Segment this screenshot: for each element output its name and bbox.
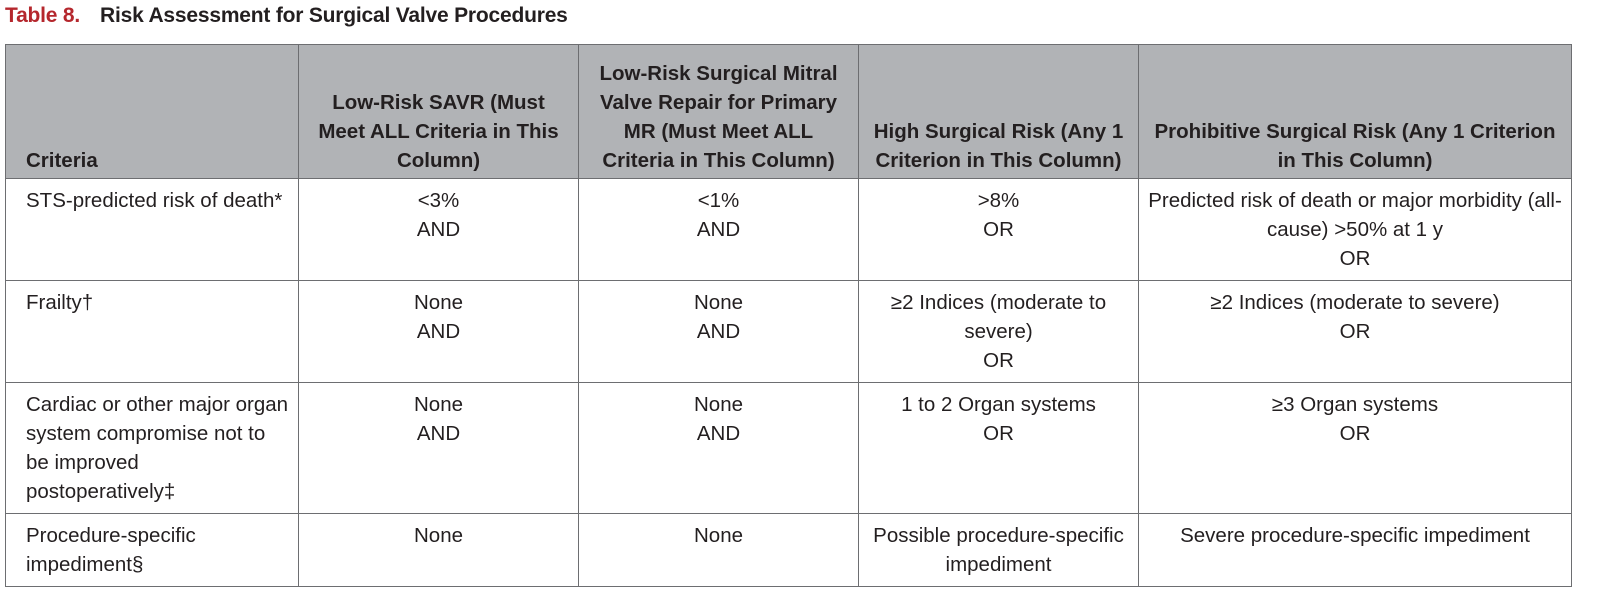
criteria-cell: STS-predicted risk of death* <box>5 178 299 281</box>
high-risk-cell: ≥2 Indices (moderate to severe) OR <box>858 280 1139 383</box>
high-risk-cell: Possible procedure-specific impediment <box>858 513 1139 587</box>
cell-value: ≥3 Organ systems <box>1271 393 1439 416</box>
cell-value: None <box>693 291 743 314</box>
cell-value: ≥2 Indices (moderate to severe) <box>1210 291 1500 314</box>
cell-value: <1% <box>697 189 740 212</box>
high-risk-cell: >8% OR <box>858 178 1139 281</box>
cell-connector: AND <box>416 422 461 445</box>
low-risk-mitral-cell: None AND <box>578 280 859 383</box>
cell-connector: AND <box>416 218 461 241</box>
prohibitive-risk-cell: ≥3 Organ systems OR <box>1138 382 1572 514</box>
cell-value: None <box>693 524 743 547</box>
cell-connector: OR <box>1339 320 1371 343</box>
prohibitive-risk-cell: Severe procedure-specific impediment <box>1138 513 1572 587</box>
low-risk-mitral-cell: <1% AND <box>578 178 859 281</box>
cell-connector: AND <box>696 218 741 241</box>
header-high-surgical-risk: High Surgical Risk (Any 1 Criterion in T… <box>858 44 1139 179</box>
table-caption: Table 8. Risk Assessment for Surgical Val… <box>5 4 568 28</box>
low-risk-savr-cell: None <box>298 513 579 587</box>
header-low-risk-mitral-repair: Low-Risk Surgical Mitral Valve Repair fo… <box>578 44 859 179</box>
cell-value: Predicted risk of death or major morbidi… <box>1148 189 1562 241</box>
header-criteria: Criteria <box>5 44 299 179</box>
table-row: Frailty† None AND None AND ≥2 Indices (m… <box>5 280 1572 383</box>
header-row: Criteria Low-Risk SAVR (Must Meet ALL Cr… <box>5 44 1572 179</box>
table-row: STS-predicted risk of death* <3% AND <1%… <box>5 178 1572 281</box>
table-row: Cardiac or other major organ system comp… <box>5 382 1572 514</box>
table-number: Table 8. <box>5 4 81 27</box>
cell-value: None <box>413 524 463 547</box>
cell-connector: OR <box>1339 422 1371 445</box>
cell-connector: AND <box>696 320 741 343</box>
cell-connector: OR <box>983 422 1014 445</box>
criteria-cell: Cardiac or other major organ system comp… <box>5 382 299 514</box>
risk-assessment-table: Criteria Low-Risk SAVR (Must Meet ALL Cr… <box>5 44 1572 587</box>
table-row: Procedure-specific impediment§ None None… <box>5 513 1572 587</box>
cell-connector: OR <box>983 218 1014 241</box>
prohibitive-risk-cell: ≥2 Indices (moderate to severe) OR <box>1138 280 1572 383</box>
cell-value: ≥2 Indices (moderate to severe) <box>890 291 1107 343</box>
cell-value: 1 to 2 Organ systems <box>901 393 1096 416</box>
criteria-cell: Procedure-specific impediment§ <box>5 513 299 587</box>
low-risk-mitral-cell: None AND <box>578 382 859 514</box>
cell-value: None <box>413 291 463 314</box>
cell-value: Possible procedure-specific impediment <box>873 524 1124 576</box>
cell-connector: OR <box>983 349 1014 372</box>
cell-value: >8% <box>977 189 1020 212</box>
high-risk-cell: 1 to 2 Organ systems OR <box>858 382 1139 514</box>
header-prohibitive-surgical-risk: Prohibitive Surgical Risk (Any 1 Criteri… <box>1138 44 1572 179</box>
cell-connector: AND <box>696 422 741 445</box>
low-risk-mitral-cell: None <box>578 513 859 587</box>
cell-value: Severe procedure-specific impediment <box>1180 524 1530 547</box>
prohibitive-risk-cell: Predicted risk of death or major morbidi… <box>1138 178 1572 281</box>
cell-value: None <box>693 393 743 416</box>
low-risk-savr-cell: <3% AND <box>298 178 579 281</box>
low-risk-savr-cell: None AND <box>298 382 579 514</box>
table-title: Risk Assessment for Surgical Valve Proce… <box>100 4 568 27</box>
cell-value: <3% <box>417 189 460 212</box>
cell-connector: OR <box>1339 247 1371 270</box>
cell-value: None <box>413 393 463 416</box>
low-risk-savr-cell: None AND <box>298 280 579 383</box>
header-low-risk-savr: Low-Risk SAVR (Must Meet ALL Criteria in… <box>298 44 579 179</box>
criteria-cell: Frailty† <box>5 280 299 383</box>
cell-connector: AND <box>416 320 461 343</box>
